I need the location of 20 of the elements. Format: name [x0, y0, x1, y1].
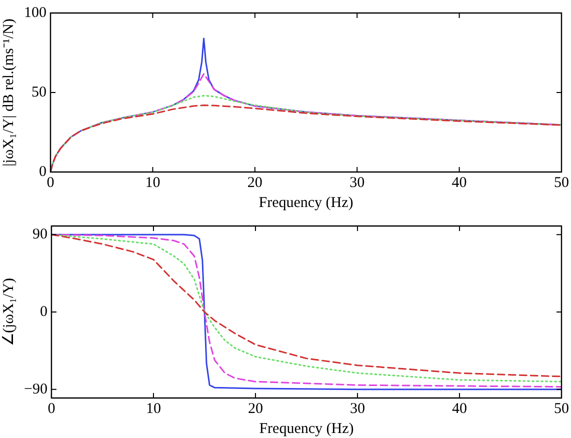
x-tick-label: 20 [248, 400, 263, 417]
x-tick-label: 50 [554, 400, 569, 417]
y-tick-label: 0 [39, 164, 46, 180]
y-tick-label: 50 [32, 84, 46, 100]
y-axis-title: |jωX₁/Y| dB rel.(ms⁻¹/N) [0, 18, 17, 166]
x-tick-label: 40 [452, 174, 467, 191]
y-axis-title: ∠(jωX₁/Y) [0, 278, 17, 346]
x-tick-label: 10 [146, 400, 161, 417]
x-tick-label: 30 [350, 174, 365, 191]
y-tick-label: 90 [32, 226, 48, 243]
x-tick-label: 20 [247, 174, 262, 191]
x-tick-label: 10 [145, 174, 160, 191]
x-tick-label: 30 [350, 400, 365, 417]
y-tick-label: 100 [24, 4, 46, 21]
y-tick-label: −90 [24, 381, 48, 398]
x-axis-title: Frequency (Hz) [259, 420, 354, 437]
x-tick-label: 40 [452, 400, 467, 417]
x-tick-label: 50 [554, 174, 569, 191]
y-tick-label: 0 [40, 304, 48, 320]
x-axis-title: Frequency (Hz) [258, 194, 354, 211]
